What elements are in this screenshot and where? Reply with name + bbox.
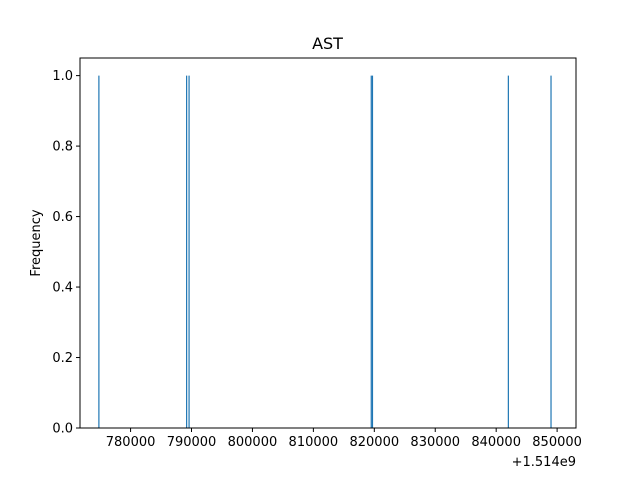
y-tick-label-3: 0.4 [52,281,73,296]
plot-frame [79,57,577,429]
histogram-bar-1 [98,75,100,429]
histogram-bar-4 [370,75,372,429]
histogram-bar-5 [371,75,374,429]
x-tick-label-2: 790000 [167,435,217,450]
x-tick-label-3: 800000 [228,435,278,450]
x-tick-label-7: 840000 [471,435,521,450]
y-tick-label-6: 1.0 [52,69,73,84]
y-tick-label-4: 0.6 [52,210,73,225]
x-axis-offset-label: +1.514e9 [512,455,576,470]
y-axis-label: Frequency [29,209,44,276]
y-tick-label-2: 0.2 [52,351,73,366]
x-tick-label-6: 830000 [410,435,460,450]
bars-layer [98,75,552,429]
histogram-bar-6 [507,75,509,429]
y-tick-label-5: 0.8 [52,140,73,155]
chart-title: AST [312,34,343,53]
x-tick-label-1: 780000 [106,435,156,450]
x-axis: 780000 790000 800000 810000 820000 830000 8400… [106,428,582,450]
histogram-bar-2 [186,75,188,429]
y-axis: 0.0 0.2 0.4 0.6 0.8 1.0 [52,69,80,437]
histogram-bar-7 [550,75,552,429]
x-tick-label-5: 820000 [349,435,399,450]
histogram-bar-3 [188,75,190,429]
y-tick-label-1: 0.0 [52,422,73,437]
x-tick-label-4: 810000 [289,435,339,450]
x-tick-label-8: 850000 [532,435,582,450]
